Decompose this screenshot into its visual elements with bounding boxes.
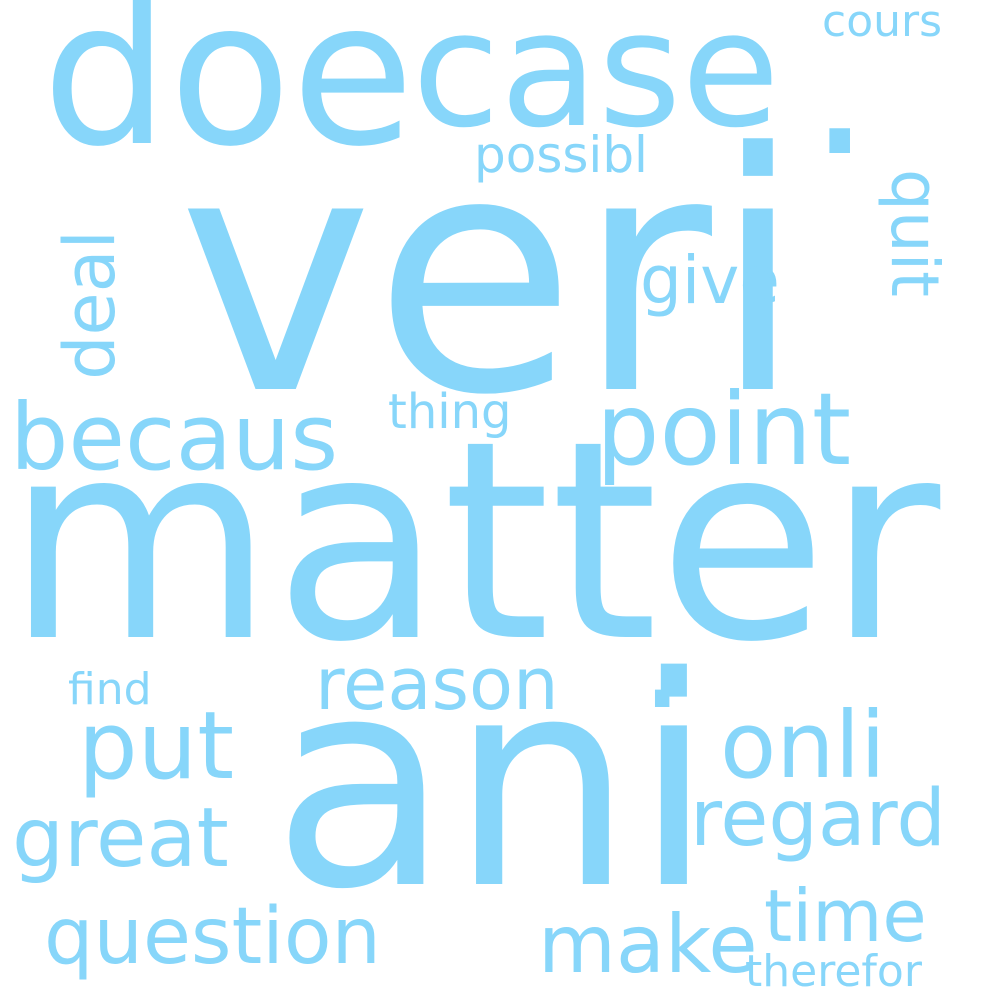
word-onli: onli [720,692,886,799]
word-point: point [596,371,852,488]
word-dot-1: . [808,0,872,201]
word-therefor: therefor [745,946,922,997]
word-question: question [44,892,381,982]
word-veri: veri [178,83,804,467]
word-great: great [12,791,229,886]
word-reason: reason [315,642,559,726]
word-matter: matter [6,382,941,702]
word-becaus: becaus [10,384,339,491]
word-ani: ani [272,616,715,953]
word-deal: deal [48,230,131,380]
word-time: time [764,874,927,958]
word-make: make [538,898,758,991]
word-find: find [68,664,152,715]
word-quit: quit [875,169,953,297]
word-thing: thing [388,384,512,440]
word-regard: regard [690,774,946,864]
word-cours: cours [822,0,943,47]
word-doe: doe [42,0,415,191]
word-give: give [640,242,780,319]
word-dot-2: . [640,578,685,741]
word-put: put [78,692,235,801]
word-possibl: possibl [474,126,648,184]
word-case: case [412,0,780,163]
